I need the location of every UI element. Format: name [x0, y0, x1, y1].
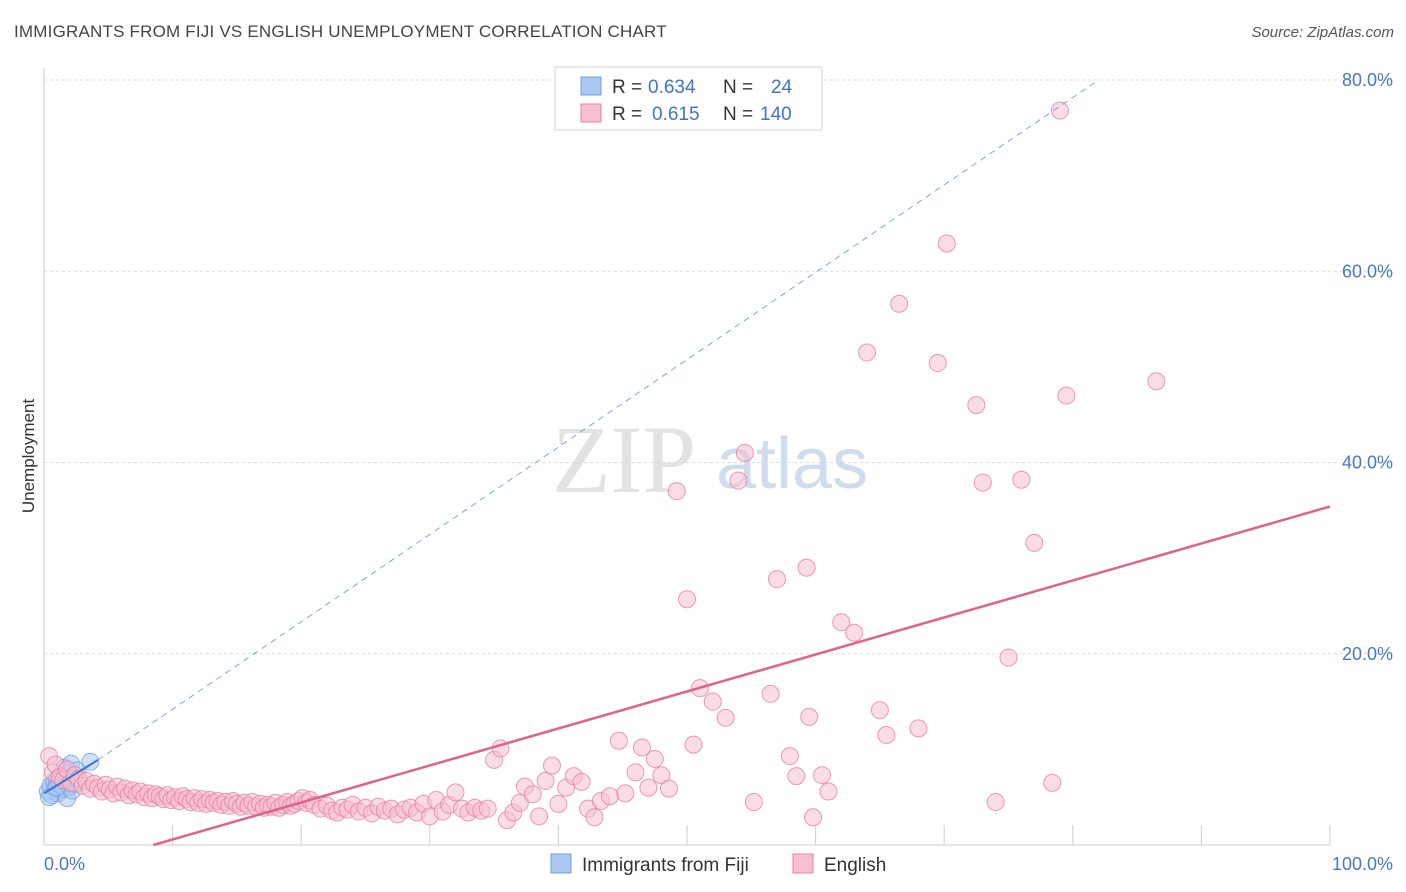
- point-english-144: [877, 726, 896, 745]
- data-points: [38, 101, 1166, 830]
- point-english-150: [986, 792, 1005, 811]
- point-english-135: [787, 767, 806, 786]
- y-tick-label-20: 20.0%: [1342, 644, 1393, 664]
- watermark-atlas: atlas: [716, 424, 868, 504]
- point-english-104: [523, 785, 542, 804]
- point-english-115: [600, 787, 619, 806]
- point-english-129: [716, 708, 735, 727]
- point-english-152: [1012, 470, 1031, 489]
- point-fiji-23: [81, 752, 100, 771]
- y-axis-label: Unemployment: [19, 399, 38, 514]
- point-english-128: [703, 692, 722, 711]
- point-english-92: [446, 783, 465, 802]
- correlation-legend: R = 0.634 N = 24 R = 0.615 N = 140: [554, 66, 823, 131]
- series-legend: Immigrants from Fiji English: [550, 853, 886, 876]
- legend-fiji-n-value: 24: [771, 77, 793, 98]
- point-english-138: [813, 766, 832, 785]
- point-english-126: [684, 735, 703, 754]
- bottom-legend-swatch-english: [792, 853, 814, 874]
- point-english-122: [652, 766, 671, 785]
- bottom-legend-label-english: English: [824, 855, 886, 876]
- point-english-160: [804, 808, 823, 827]
- point-english-102: [510, 793, 529, 812]
- tick-labels: 20.0% 40.0% 60.0% 80.0% 0.0% 100.0%: [44, 70, 1393, 874]
- point-english-97: [478, 799, 497, 818]
- point-english-156: [1057, 386, 1076, 405]
- legend-english-n-label: N =: [723, 104, 753, 125]
- point-english-136: [797, 558, 816, 577]
- point-english-139: [819, 782, 838, 801]
- point-english-111: [572, 772, 591, 791]
- point-english-158: [890, 294, 909, 313]
- point-english-121: [645, 749, 664, 768]
- y-tick-label-60: 60.0%: [1342, 261, 1393, 281]
- x-tick-label-max: 100.0%: [1332, 854, 1393, 874]
- point-english-106: [536, 771, 555, 790]
- point-english-149: [973, 473, 992, 492]
- legend-fiji-n-label: N =: [723, 77, 753, 98]
- point-english-125: [678, 590, 696, 609]
- point-english-107: [542, 756, 561, 775]
- gridlines: [44, 79, 1392, 655]
- point-english-120: [639, 778, 658, 797]
- trend-line-fiji-extended: [97, 79, 1099, 761]
- legend-swatch-english: [580, 103, 602, 123]
- point-english-143: [870, 701, 889, 720]
- point-english-131: [735, 443, 754, 462]
- point-english-147: [937, 234, 956, 253]
- point-english-142: [858, 343, 877, 362]
- point-english-119: [632, 738, 651, 757]
- legend-swatch-fiji: [580, 76, 602, 96]
- point-english-145: [909, 719, 928, 738]
- point-english-132: [761, 684, 780, 703]
- trend-lines: [43, 79, 1331, 847]
- trend-line-fiji: [43, 759, 99, 795]
- point-english-133: [768, 570, 787, 589]
- point-english-148: [967, 396, 986, 415]
- point-english-123: [659, 779, 678, 798]
- point-english-146: [928, 354, 947, 373]
- point-english-151: [999, 648, 1018, 667]
- point-english-157: [1147, 372, 1166, 391]
- point-english-105: [530, 807, 549, 826]
- point-english-155: [1050, 101, 1069, 120]
- axes: [43, 68, 1331, 846]
- chart-title: IMMIGRANTS FROM FIJI VS ENGLISH UNEMPLOY…: [14, 22, 667, 41]
- point-english-134: [780, 747, 799, 766]
- y-tick-label-80: 80.0%: [1342, 70, 1393, 90]
- point-english-117: [616, 784, 635, 803]
- point-english-159: [744, 792, 763, 811]
- point-english-140: [832, 613, 851, 632]
- point-english-137: [800, 707, 819, 726]
- point-english-113: [585, 808, 604, 827]
- y-tick-label-40: 40.0%: [1342, 453, 1393, 473]
- point-english-124: [667, 482, 686, 501]
- legend-english-n-value: 140: [760, 104, 792, 125]
- bottom-legend-label-fiji: Immigrants from Fiji: [582, 855, 749, 876]
- point-english-108: [549, 794, 568, 813]
- trend-line-english: [152, 505, 1331, 847]
- bottom-legend-swatch-fiji: [550, 853, 572, 874]
- legend-english-r-value: 0.615: [652, 104, 700, 125]
- point-english-154: [1043, 773, 1062, 792]
- legend-fiji-r-label: R =: [612, 77, 642, 98]
- legend-fiji-r-value: 0.634: [648, 77, 696, 98]
- point-english-116: [609, 731, 628, 750]
- legend-english-r-label: R =: [612, 104, 642, 125]
- x-tick-label-min: 0.0%: [44, 854, 85, 874]
- watermark: ZIP atlas: [552, 406, 868, 513]
- point-english-130: [729, 471, 748, 490]
- point-english-118: [626, 763, 645, 782]
- point-english-141: [845, 623, 864, 642]
- chart-source: Source: ZipAtlas.com: [1251, 24, 1394, 41]
- point-english-153: [1025, 533, 1044, 552]
